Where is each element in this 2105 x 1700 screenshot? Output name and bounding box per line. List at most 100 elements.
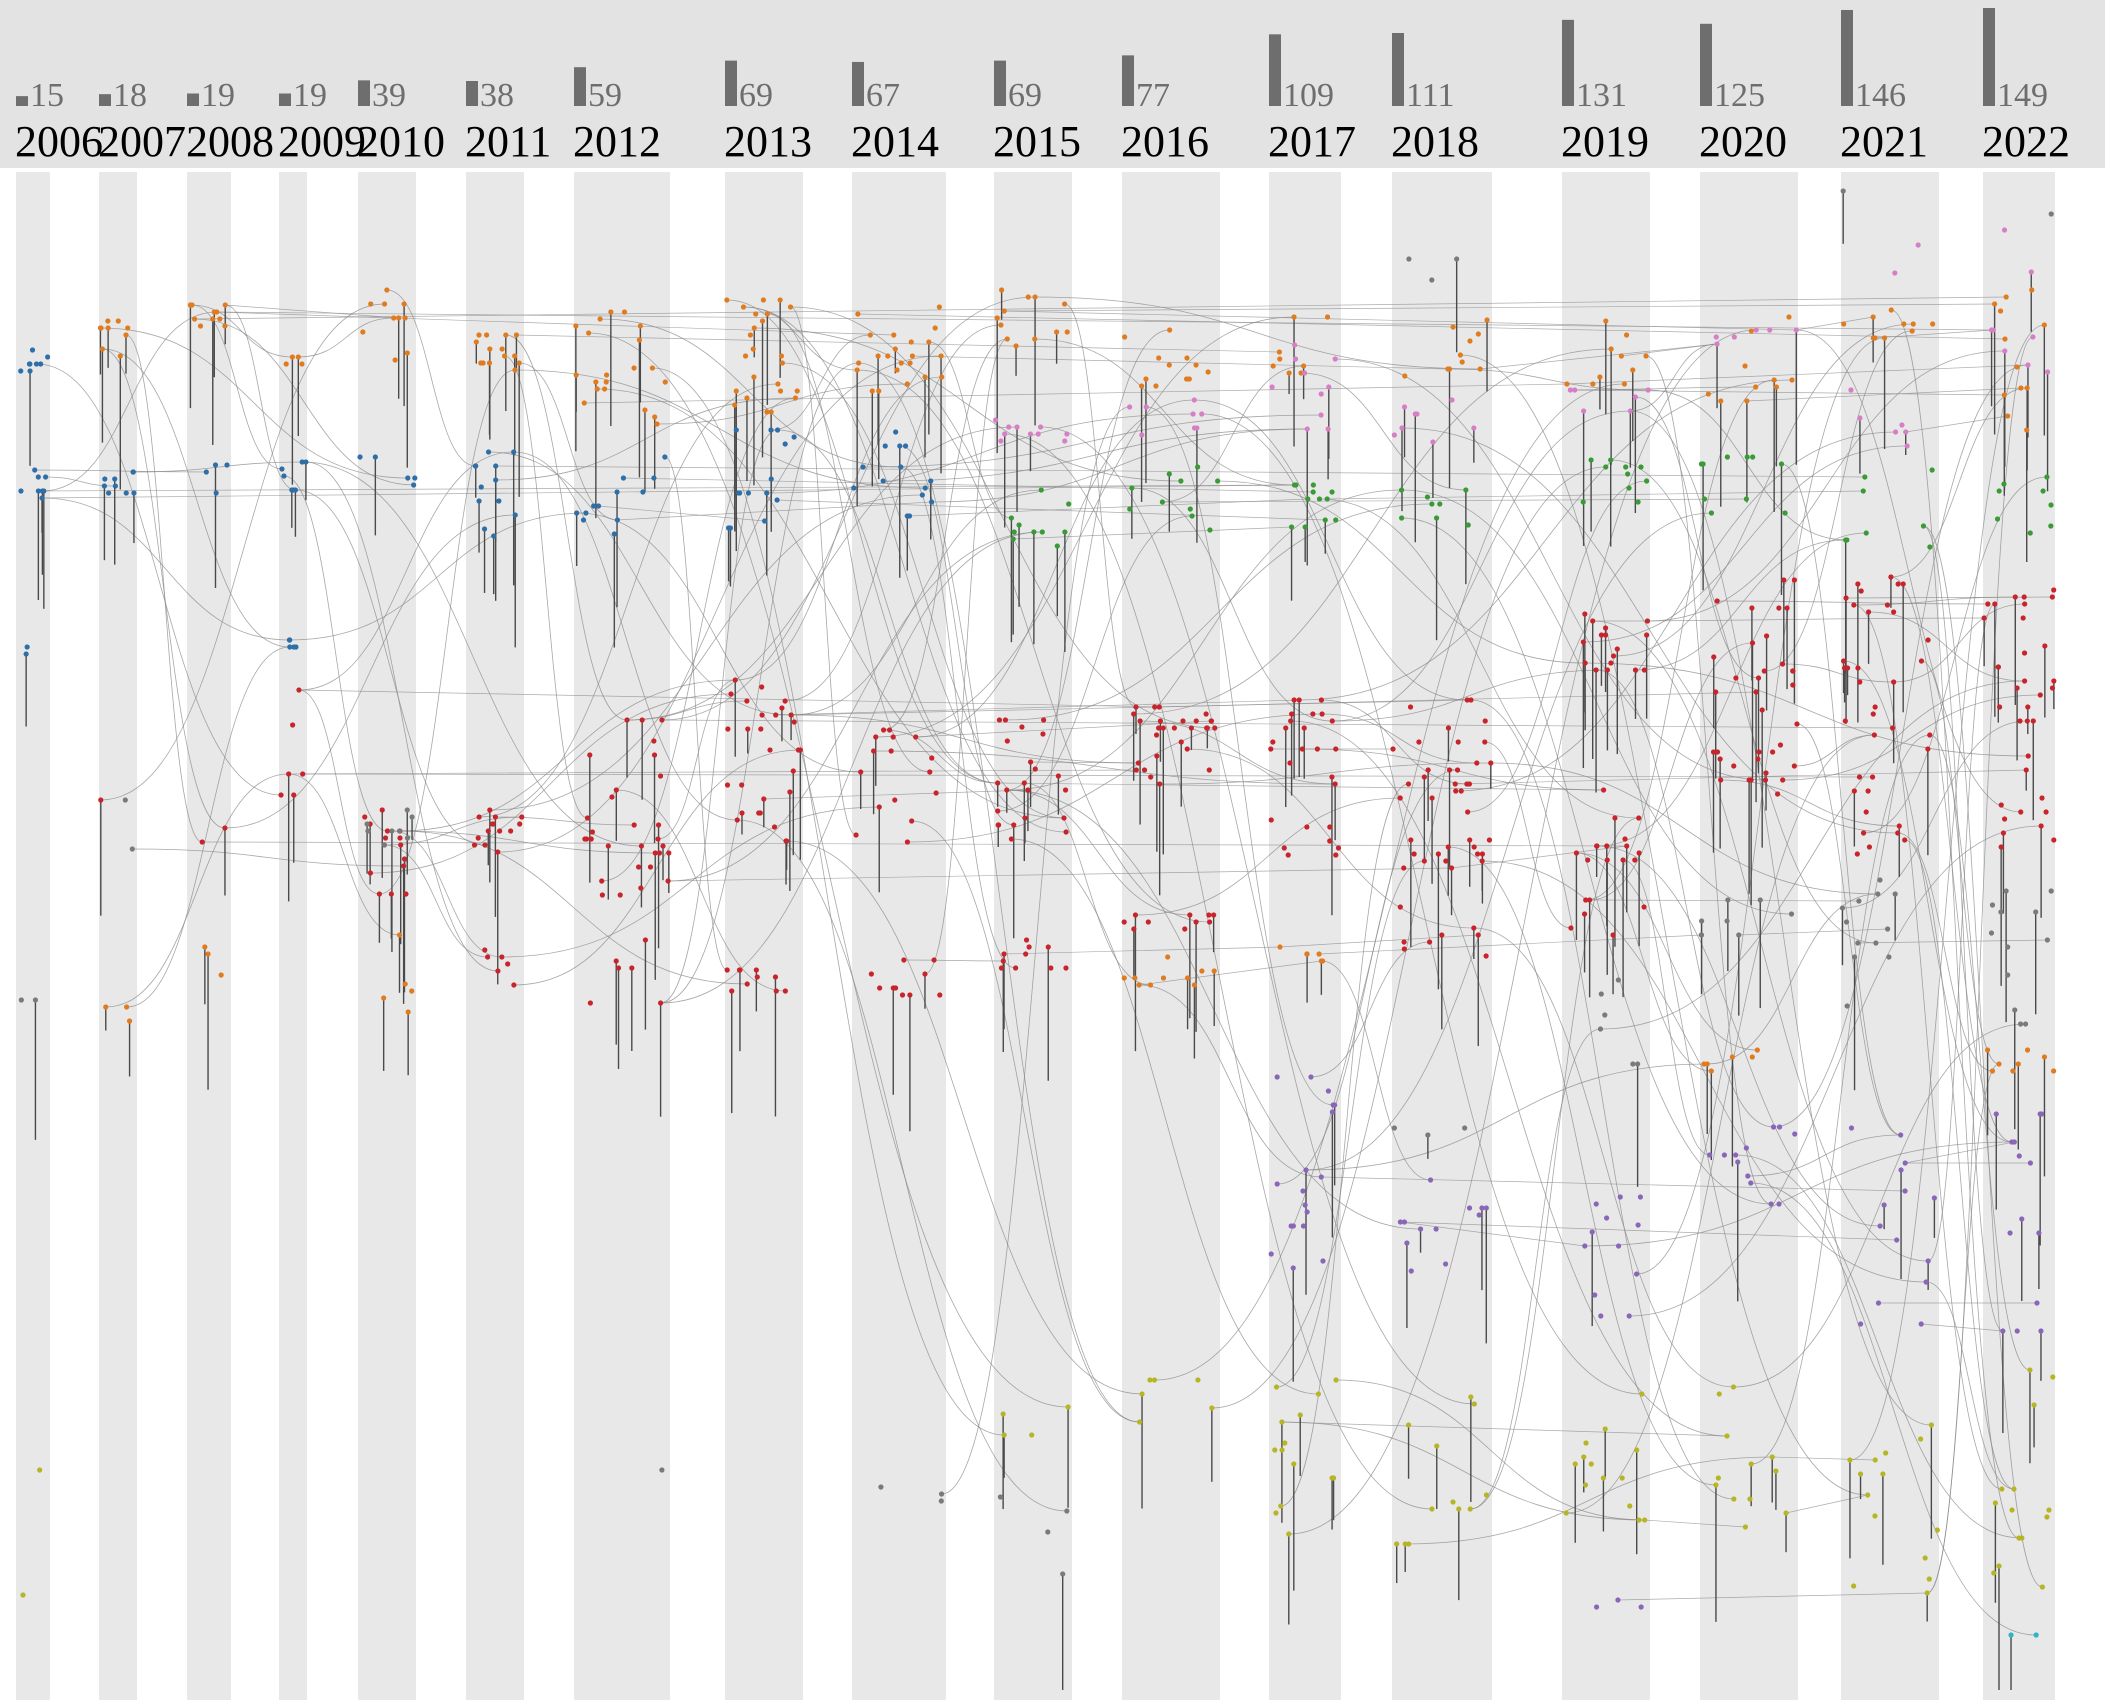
paper-node-281 — [774, 497, 780, 503]
paper-node-244 — [787, 304, 794, 310]
paper-node-298 — [739, 782, 745, 788]
paper-node-408 — [1010, 536, 1016, 542]
paper-node-98 — [405, 475, 411, 481]
year-label-2008: 2008 — [186, 117, 274, 166]
citation-edge — [1146, 406, 1334, 1106]
paper-node-396 — [1001, 308, 1007, 314]
paper-node-194 — [621, 309, 628, 315]
paper-node-839 — [1773, 384, 1779, 390]
paper-node-705 — [1483, 953, 1489, 959]
paper-node-290 — [725, 726, 731, 732]
paper-node-383 — [878, 1484, 884, 1490]
paper-node-426 — [1019, 724, 1025, 730]
paper-node-111 — [367, 870, 373, 876]
citation-edge — [100, 303, 385, 801]
paper-node-43 — [126, 1018, 133, 1024]
count-label-2007: 18 — [113, 77, 147, 114]
paper-node-402 — [1037, 424, 1044, 430]
paper-node-948 — [1904, 443, 1910, 449]
paper-node-1091 — [2001, 816, 2008, 822]
paper-node-936 — [1892, 270, 1898, 276]
paper-node-1094 — [1997, 704, 2003, 710]
paper-node-304 — [787, 789, 793, 795]
paper-node-575 — [1270, 739, 1276, 745]
paper-node-615 — [1300, 1188, 1306, 1194]
citation-edge — [1276, 860, 1425, 1388]
paper-node-455 — [997, 1494, 1004, 1500]
paper-node-643 — [1467, 338, 1473, 344]
paper-node-52 — [214, 309, 220, 315]
paper-node-577 — [1291, 697, 1297, 703]
year-label-2018: 2018 — [1391, 117, 1479, 166]
paper-node-609 — [1290, 1265, 1296, 1271]
paper-node-482 — [1127, 506, 1133, 512]
paper-node-271 — [764, 490, 770, 496]
count-label-2006: 15 — [30, 77, 64, 114]
paper-node-256 — [777, 388, 784, 394]
paper-node-1039 — [2028, 269, 2034, 275]
paper-node-414 — [1039, 529, 1045, 535]
paper-node-0 — [29, 347, 36, 353]
citation-edge-straight — [216, 311, 894, 336]
count-bar-2022 — [1983, 8, 1995, 106]
paper-node-752 — [1632, 394, 1638, 400]
paper-node-503 — [1141, 767, 1148, 773]
paper-node-1046 — [2005, 413, 2011, 419]
paper-node-491 — [1188, 725, 1194, 731]
paper-node-473 — [1191, 397, 1197, 403]
paper-node-527 — [1211, 968, 1217, 974]
paper-node-1083 — [2022, 678, 2028, 684]
paper-node-765 — [1602, 625, 1609, 631]
citation-edge — [873, 750, 1336, 785]
citation-edge-straight — [1400, 1221, 1897, 1241]
citation-edge — [1131, 487, 1333, 722]
paper-node-865 — [1790, 682, 1796, 688]
paper-node-157 — [482, 842, 488, 848]
paper-node-638 — [1402, 373, 1408, 379]
paper-node-459 — [1167, 327, 1173, 333]
paper-node-789 — [1612, 815, 1618, 821]
paper-node-946 — [1870, 314, 1876, 320]
paper-node-82 — [291, 792, 297, 798]
paper-node-46 — [210, 316, 216, 322]
citation-edge — [754, 327, 1181, 482]
paper-node-586 — [1332, 781, 1338, 787]
paper-node-150 — [512, 512, 518, 518]
paper-node-842 — [1771, 377, 1777, 383]
paper-node-924 — [1730, 1384, 1737, 1390]
citation-edge — [1717, 600, 1988, 605]
paper-node-1103 — [2005, 944, 2011, 950]
paper-node-845 — [1767, 327, 1773, 333]
paper-node-292 — [771, 824, 778, 830]
citation-edge — [1405, 1456, 1773, 1545]
paper-node-926 — [1783, 1510, 1789, 1516]
paper-node-210 — [651, 752, 658, 758]
paper-node-475 — [1127, 404, 1133, 410]
paper-node-1140 — [1996, 1563, 2002, 1569]
paper-node-349 — [902, 443, 909, 449]
paper-node-322 — [875, 353, 881, 359]
paper-node-774 — [1610, 653, 1617, 659]
paper-node-619 — [1302, 1202, 1308, 1208]
paper-node-906 — [1754, 1047, 1760, 1053]
citation-edge — [1321, 699, 1470, 785]
paper-node-702 — [1401, 946, 1407, 952]
paper-node-328 — [867, 332, 873, 338]
paper-node-101 — [357, 454, 363, 460]
paper-node-184 — [636, 337, 643, 343]
paper-node-697 — [1486, 837, 1493, 843]
citation-edge — [1460, 354, 1868, 1496]
paper-node-550 — [1292, 342, 1298, 348]
year-label-2007: 2007 — [98, 117, 186, 166]
paper-node-1149 — [2008, 1632, 2014, 1638]
paper-node-358 — [890, 734, 896, 740]
paper-node-375 — [899, 992, 906, 998]
citation-edge-straight — [42, 484, 1295, 499]
paper-node-947 — [1857, 415, 1863, 421]
paper-node-707 — [1401, 939, 1407, 945]
paper-node-73 — [279, 466, 285, 472]
citation-edge — [657, 383, 908, 425]
paper-node-675 — [1488, 760, 1494, 766]
paper-node-77 — [291, 644, 297, 650]
citation-edge — [42, 311, 217, 492]
